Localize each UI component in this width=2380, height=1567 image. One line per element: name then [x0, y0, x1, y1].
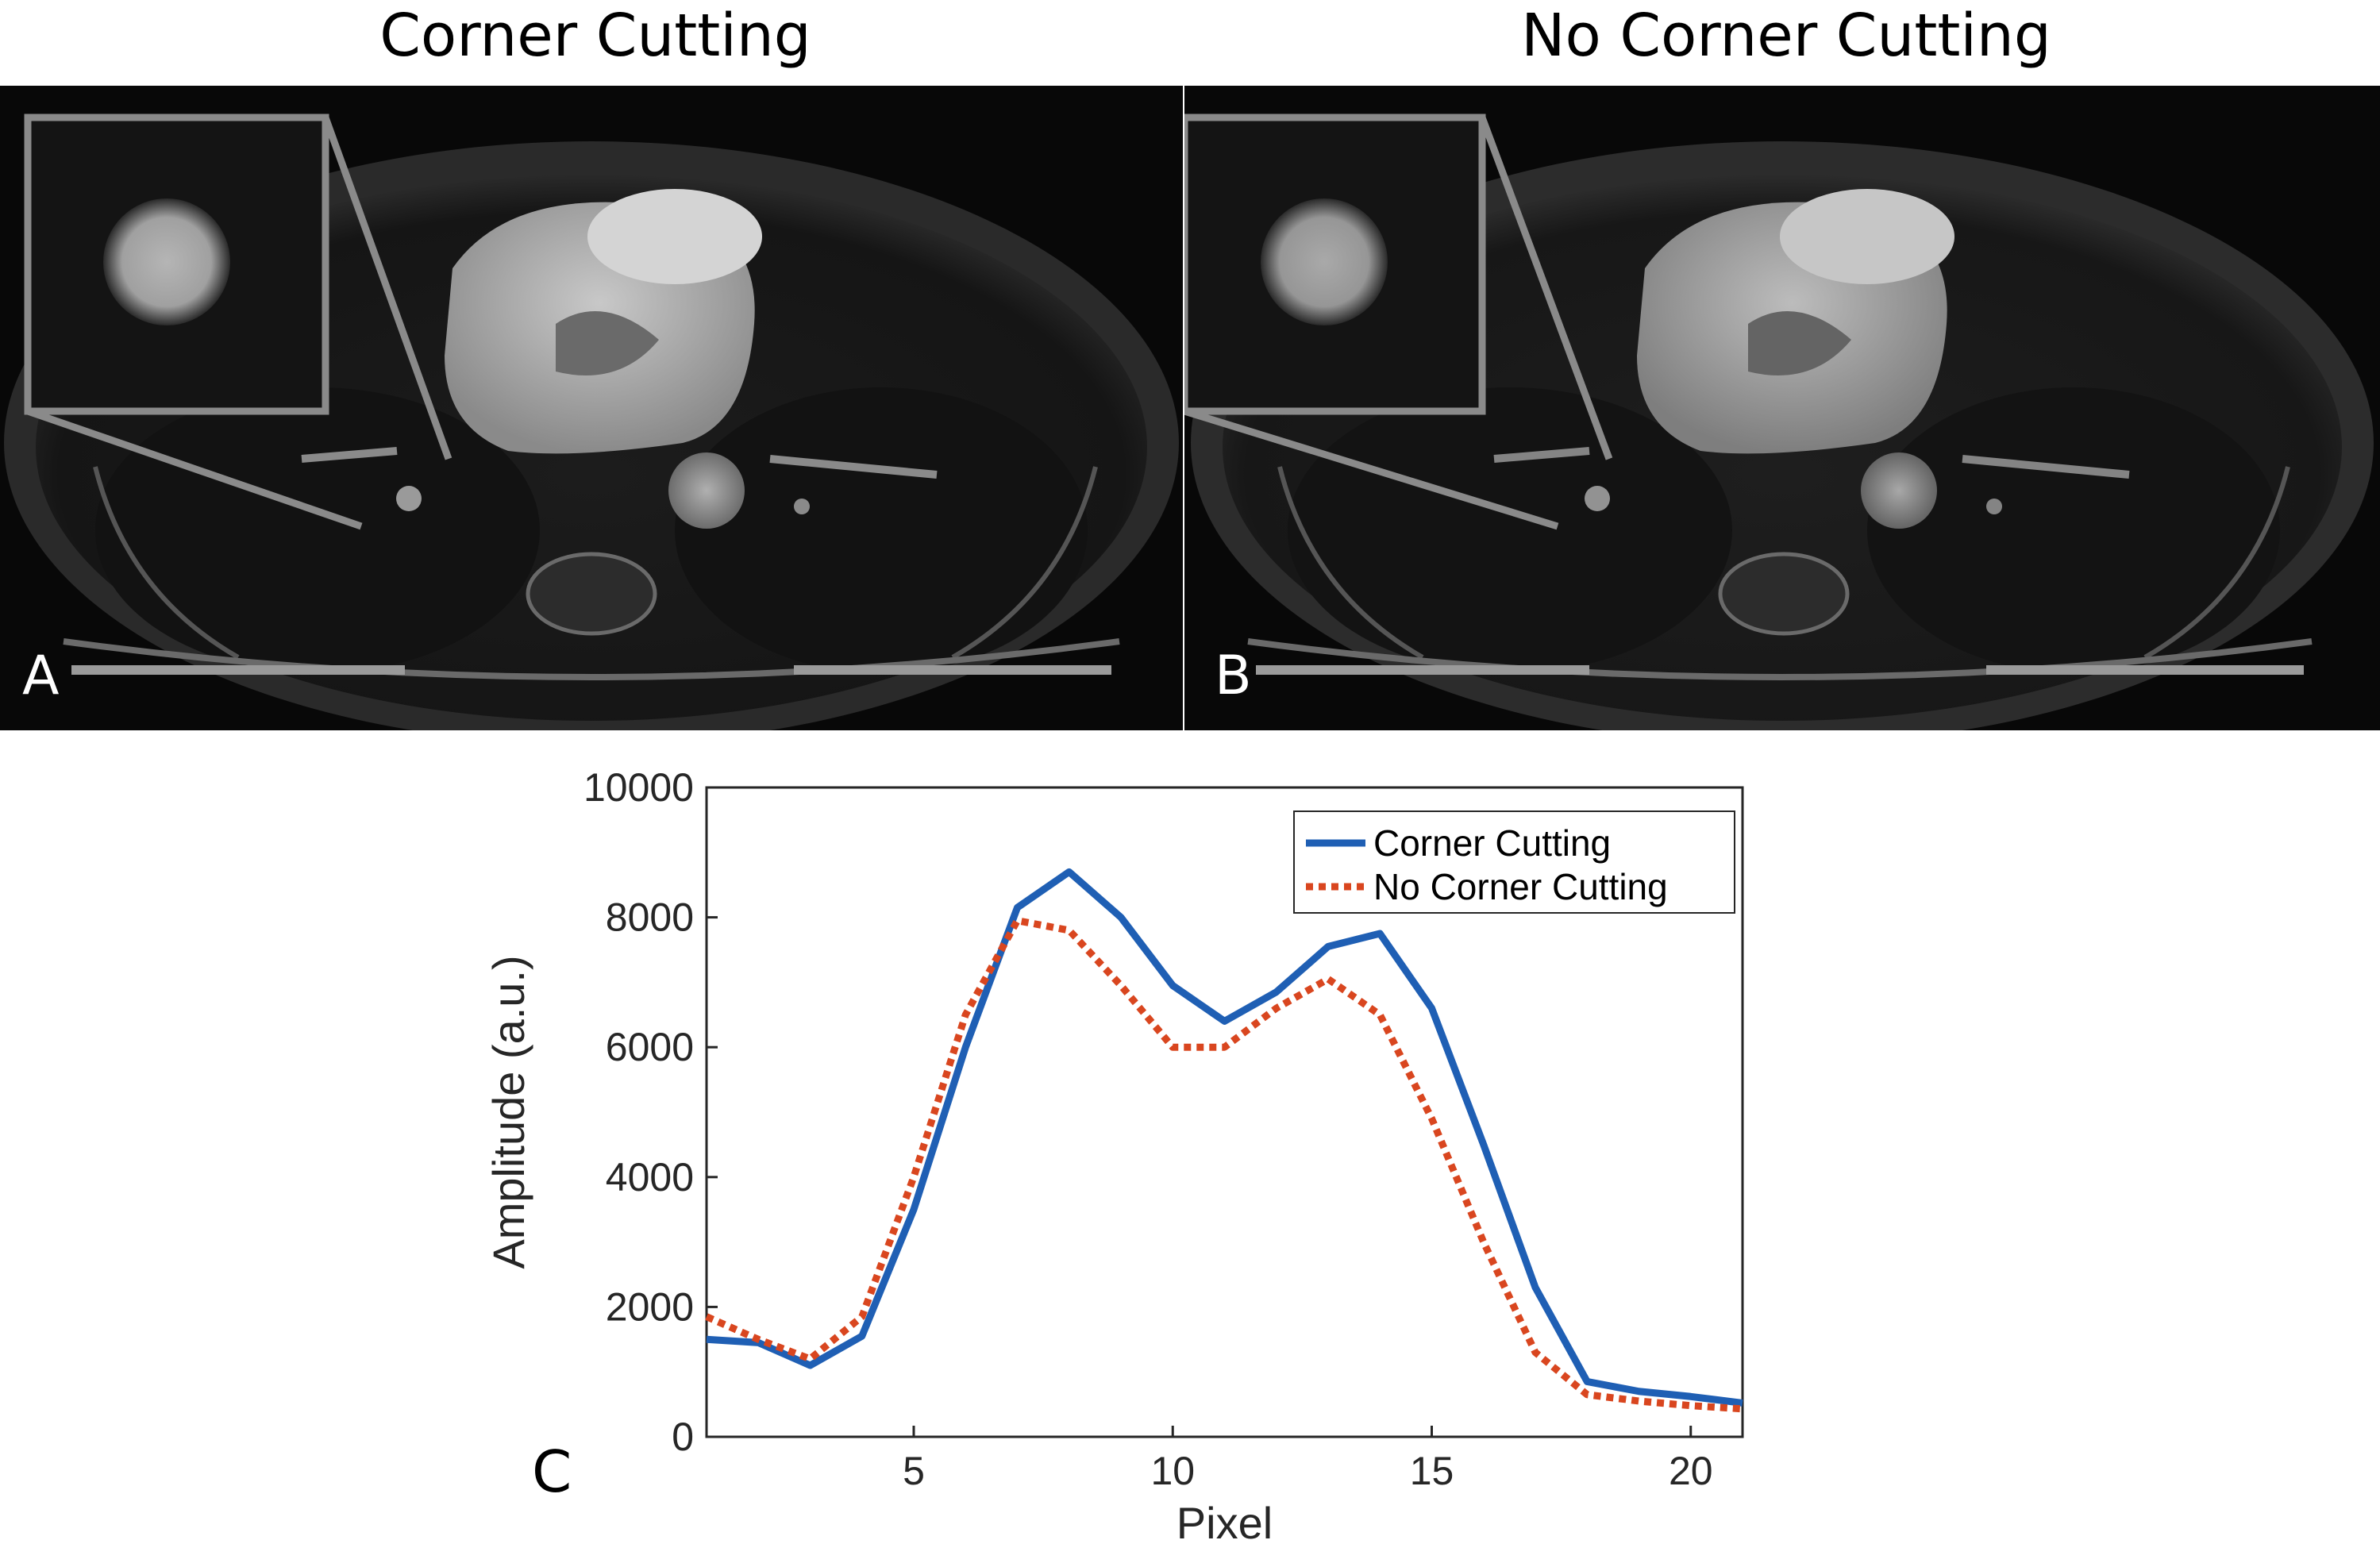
legend-label: Corner Cutting [1373, 822, 1611, 864]
series-line-no-corner-cutting [705, 917, 1743, 1413]
series-line-corner-cutting [706, 868, 1743, 1407]
mri-image-corner-cutting [0, 86, 1183, 730]
y-axis-label: Amplitude (a.u.) [483, 955, 533, 1269]
series-lines [705, 868, 1743, 1413]
x-tick-label: 10 [1150, 1449, 1195, 1493]
panel-c-letter: C [532, 1438, 572, 1505]
legend-label: No Corner Cutting [1373, 866, 1668, 907]
y-tick-label: 0 [672, 1415, 694, 1459]
y-tick-label: 2000 [606, 1284, 694, 1329]
x-tick-label: 15 [1410, 1449, 1454, 1493]
panel-b-title: No Corner Cutting [1521, 2, 2051, 70]
mri-image-a-graphic [4, 114, 1179, 730]
x-tick-label: 5 [903, 1449, 925, 1493]
legend-box [1293, 810, 1735, 914]
chart-svg: 5 10 15 20 0 2000 4000 6000 8000 10000 Pixel Ampl… [483, 765, 1744, 1548]
panel-a-letter: A [22, 645, 60, 707]
mri-image-b-graphic [1184, 114, 2374, 730]
y-tick-label: 8000 [606, 895, 694, 940]
x-axis-label: Pixel [1177, 1498, 1273, 1548]
y-tick-label: 6000 [606, 1025, 694, 1069]
mri-image-no-corner-cutting [1184, 86, 2380, 730]
x-tick-label: 20 [1669, 1449, 1713, 1493]
y-tick-label: 10000 [583, 765, 694, 810]
axis-ticks: 5 10 15 20 0 2000 4000 6000 8000 10000 [583, 765, 1713, 1493]
amplitude-profile-chart: 5 10 15 20 0 2000 4000 6000 8000 10000 Pixel Ampl… [476, 762, 1786, 1556]
panel-b-letter: B [1215, 645, 1252, 707]
y-tick-label: 4000 [606, 1155, 694, 1199]
panel-a-title: Corner Cutting [379, 2, 811, 70]
